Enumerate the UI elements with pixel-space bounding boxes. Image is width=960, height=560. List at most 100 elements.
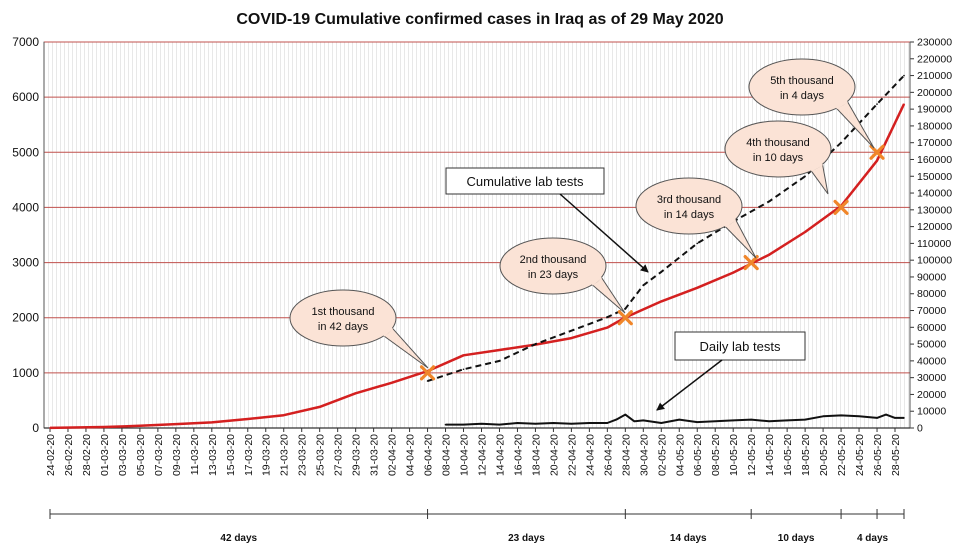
daily_tests-label: Daily lab tests xyxy=(700,339,781,354)
y-left-tick-label: 5000 xyxy=(12,145,39,159)
data-point xyxy=(660,271,663,273)
y-right-tick-label: 30000 xyxy=(917,372,946,384)
period-label: 23 days xyxy=(508,533,545,544)
data-point xyxy=(570,423,573,425)
data-point xyxy=(175,423,177,425)
y-left-tick-label: 7000 xyxy=(12,35,39,49)
callouts: 1st thousand in 42 days 2nd thousand in 23 … xyxy=(289,58,875,411)
data-point xyxy=(426,380,429,382)
data-point xyxy=(462,423,465,426)
data-point xyxy=(642,284,645,287)
data-point xyxy=(139,424,141,427)
y-right-tick-label: 90000 xyxy=(917,271,946,283)
data-point xyxy=(885,413,887,416)
x-tick-label: 31-03-20 xyxy=(369,434,381,476)
callout-bubble-4 xyxy=(724,120,832,178)
data-point xyxy=(876,417,878,419)
data-point xyxy=(696,421,699,423)
callout-bubble-5 xyxy=(748,58,856,116)
y-left-tick-label: 6000 xyxy=(12,90,39,104)
data-point xyxy=(903,103,905,105)
x-tick-label: 28-04-20 xyxy=(620,434,632,476)
x-tick-label: 16-05-20 xyxy=(782,434,794,476)
x-tick-label: 11-03-20 xyxy=(189,434,201,475)
x-tick-label: 23-03-20 xyxy=(297,434,309,476)
callout-line1: 4th thousand xyxy=(746,137,810,149)
x-tick-label: 01-03-20 xyxy=(99,434,111,476)
data-point xyxy=(822,415,824,418)
y-right-tick-label: 210000 xyxy=(917,70,952,82)
data-point xyxy=(714,420,717,423)
x-tick-label: 28-02-20 xyxy=(81,434,93,476)
callout-bubble-2 xyxy=(499,237,607,295)
x-tick-label: 14-05-20 xyxy=(764,434,776,476)
y-axis-right: 0 10000 20000 30000 40000 50000 60000 70000 8000… xyxy=(909,37,952,435)
y-left-tick-label: 3000 xyxy=(12,256,39,270)
x-tick-label: 26-04-20 xyxy=(602,434,614,476)
data-point xyxy=(876,159,878,162)
x-tick-label: 07-03-20 xyxy=(153,434,165,476)
data-point xyxy=(444,423,447,426)
x-tick-label: 15-03-20 xyxy=(225,434,237,476)
x-tick-label: 28-05-20 xyxy=(890,434,902,476)
data-point xyxy=(894,417,896,419)
data-point xyxy=(354,392,357,395)
data-point xyxy=(480,423,483,425)
y-right-tick-label: 200000 xyxy=(917,87,952,99)
data-point xyxy=(903,74,905,77)
callout-bubble-1 xyxy=(289,289,397,347)
y-right-tick-label: 0 xyxy=(917,423,923,435)
data-point xyxy=(624,413,627,416)
callout-line2: in 14 days xyxy=(664,209,715,221)
data-point xyxy=(588,422,591,424)
callout-bubble-3 xyxy=(635,177,743,235)
data-point xyxy=(732,271,734,274)
data-point xyxy=(840,414,842,417)
data-point xyxy=(876,103,878,105)
data-point xyxy=(390,381,393,384)
data-point xyxy=(660,300,663,303)
data-point xyxy=(49,427,51,429)
x-tick-label: 20-05-20 xyxy=(818,434,830,476)
callout-tail-1 xyxy=(383,327,429,369)
callout-line1: 5th thousand xyxy=(770,75,834,87)
callout-tail-3 xyxy=(724,219,757,259)
y-axis-left: 0 1000 2000 3000 4000 5000 6000 7000 xyxy=(12,35,45,435)
data-point xyxy=(462,368,465,371)
data-point xyxy=(696,286,699,289)
y-right-tick-label: 130000 xyxy=(917,204,952,216)
callout-line2: in 10 days xyxy=(753,152,804,164)
chart-title: COVID-19 Cumulative confirmed cases in I… xyxy=(236,11,723,28)
daily_tests-arrow xyxy=(656,359,723,411)
data-point xyxy=(786,419,788,422)
data-point xyxy=(633,420,636,423)
callout-seam xyxy=(810,163,824,172)
y-right-tick-label: 230000 xyxy=(917,37,952,49)
x-tick-label: 04-05-20 xyxy=(674,434,686,476)
x-tick-label: 02-05-20 xyxy=(656,434,668,476)
data-point xyxy=(606,422,609,424)
data-point xyxy=(462,354,465,357)
y-right-tick-label: 60000 xyxy=(917,322,946,334)
data-point xyxy=(534,343,537,345)
data-point xyxy=(606,326,609,329)
x-tick-label: 06-05-20 xyxy=(692,434,704,476)
x-tick-label: 08-04-20 xyxy=(441,434,453,476)
x-axis: 24-02-20 26-02-20 28-02-20 01-03-20 03-03-20… xyxy=(44,427,910,476)
callout-line1: 1st thousand xyxy=(312,306,375,318)
data-point xyxy=(570,329,573,332)
callout-seam xyxy=(724,218,737,228)
y-right-tick-label: 120000 xyxy=(917,221,952,233)
data-point xyxy=(768,253,770,256)
data-point xyxy=(660,422,663,424)
data-point xyxy=(534,423,537,425)
x-tick-label: 19-03-20 xyxy=(261,434,273,476)
x-tick-label: 05-03-20 xyxy=(135,434,147,476)
data-point xyxy=(903,417,905,419)
x-tick-label: 20-04-20 xyxy=(548,434,560,476)
y-right-tick-label: 80000 xyxy=(917,288,946,300)
callout-line2: in 23 days xyxy=(528,269,579,281)
x-tick-label: 26-05-20 xyxy=(872,434,884,476)
y-left-tick-label: 2000 xyxy=(12,311,39,325)
